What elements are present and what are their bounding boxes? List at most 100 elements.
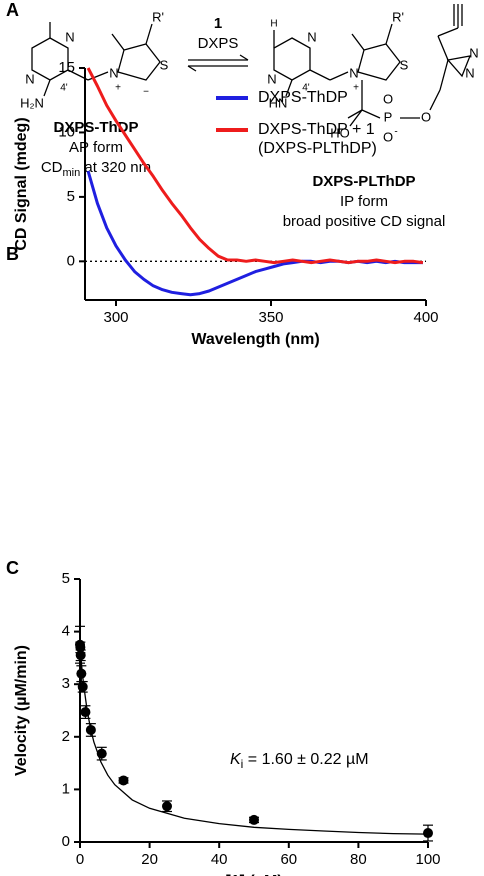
data-point (162, 801, 172, 812)
atom: S (400, 57, 409, 72)
y-tick-label: 0 (67, 252, 75, 269)
atom: H (270, 19, 277, 30)
annotation-part: K (230, 751, 242, 768)
bond (361, 109, 381, 119)
atom: HO (330, 125, 350, 140)
data-point (77, 681, 88, 692)
bond (347, 109, 363, 119)
bond (309, 69, 331, 81)
fit-curve (79, 644, 429, 835)
y-axis-title: Velocity (µM/min) (13, 645, 30, 776)
atom: N (465, 65, 474, 80)
annotation-part: = 1.60 ± 0.22 µM (243, 751, 368, 768)
right-structure (273, 4, 472, 127)
atom: N (307, 29, 316, 44)
x-tick-label: 100 (415, 851, 440, 868)
y-tick-label: 4 (62, 623, 70, 640)
data-point (249, 814, 259, 825)
panel-label: A (6, 0, 19, 20)
ring (446, 55, 472, 78)
bond (285, 79, 293, 97)
arrow-head (187, 65, 197, 72)
bond (429, 89, 441, 111)
atom: + (353, 83, 359, 94)
atom: N (349, 65, 358, 80)
atom: N (25, 71, 34, 86)
x-axis-title: [1] (µM) (225, 873, 282, 876)
left-form: AP form (69, 139, 123, 156)
x-tick-label: 80 (350, 851, 367, 868)
ring (357, 43, 401, 81)
text: at 320 nm (80, 159, 151, 176)
x-tick-label: 400 (413, 309, 438, 326)
annotation-part: i (241, 757, 244, 771)
ring (273, 37, 311, 81)
y-tick-label: 5 (67, 188, 75, 205)
legend-label: DXPS-ThDP + 1 (258, 121, 375, 138)
left-cd: CDmin at 320 nm (41, 159, 151, 179)
x-tick-label: 20 (141, 851, 158, 868)
y-axis-title: CD Signal (mdeg) (13, 117, 30, 250)
data-point (80, 707, 91, 718)
panel-label: C (6, 558, 19, 578)
data-line (86, 67, 424, 265)
data-point (118, 775, 129, 786)
atom: O (383, 129, 393, 144)
atom: N (109, 65, 118, 80)
y-tick-label: 2 (62, 728, 70, 745)
atom: H₂N (20, 95, 44, 110)
atom: 4' (60, 83, 68, 94)
atom: R' (392, 9, 404, 24)
atom: N (65, 29, 74, 44)
bond (87, 71, 109, 81)
left-structure (31, 22, 161, 97)
y-tick-label: 3 (62, 675, 70, 692)
bond (437, 35, 449, 61)
right-form: IP form (340, 193, 388, 210)
bond (43, 79, 51, 97)
atom: O (421, 109, 431, 124)
y-tick-label: 10 (58, 123, 75, 140)
atom: + (115, 83, 121, 94)
bond (385, 23, 393, 45)
y-tick-label: 15 (58, 59, 75, 76)
panel-label: B (6, 244, 19, 264)
y-tick-label: 1 (62, 780, 70, 797)
legend-label: DXPS-ThDP (258, 89, 348, 106)
y-tick-label: 5 (62, 570, 70, 587)
atom: HN (269, 95, 288, 110)
atom: − (143, 87, 149, 98)
bond (349, 109, 363, 127)
atom: - (394, 127, 397, 138)
x-tick-label: 300 (103, 309, 128, 326)
bond (329, 71, 349, 81)
bond (437, 27, 459, 37)
bond (145, 23, 153, 45)
subscript: min (63, 167, 81, 179)
bond (351, 33, 365, 51)
atom: R' (152, 9, 164, 24)
x-axis-title: Wavelength (nm) (191, 331, 319, 348)
x-tick-label: 60 (280, 851, 297, 868)
atom: N (469, 45, 478, 60)
right-cd: broad positive CD signal (283, 213, 446, 230)
data-point (423, 828, 433, 839)
bond (439, 59, 449, 91)
atom: P (384, 109, 393, 124)
x-tick-label: 0 (76, 851, 84, 868)
arrow-head (239, 54, 249, 61)
legend-label: (DXPS-PLThDP) (258, 140, 377, 157)
enzyme: DXPS (198, 35, 239, 52)
right-name: DXPS-PLThDP (312, 173, 415, 190)
x-tick-label: 350 (258, 309, 283, 326)
data-point (76, 668, 87, 679)
ring (117, 43, 161, 81)
atom: S (160, 57, 169, 72)
annotation: Ki = 1.60 ± 0.22 µM (230, 751, 369, 771)
text: CD (41, 159, 63, 176)
reagent: 1 (214, 15, 222, 32)
x-tick-label: 40 (211, 851, 228, 868)
y-tick-label: 0 (62, 833, 70, 850)
